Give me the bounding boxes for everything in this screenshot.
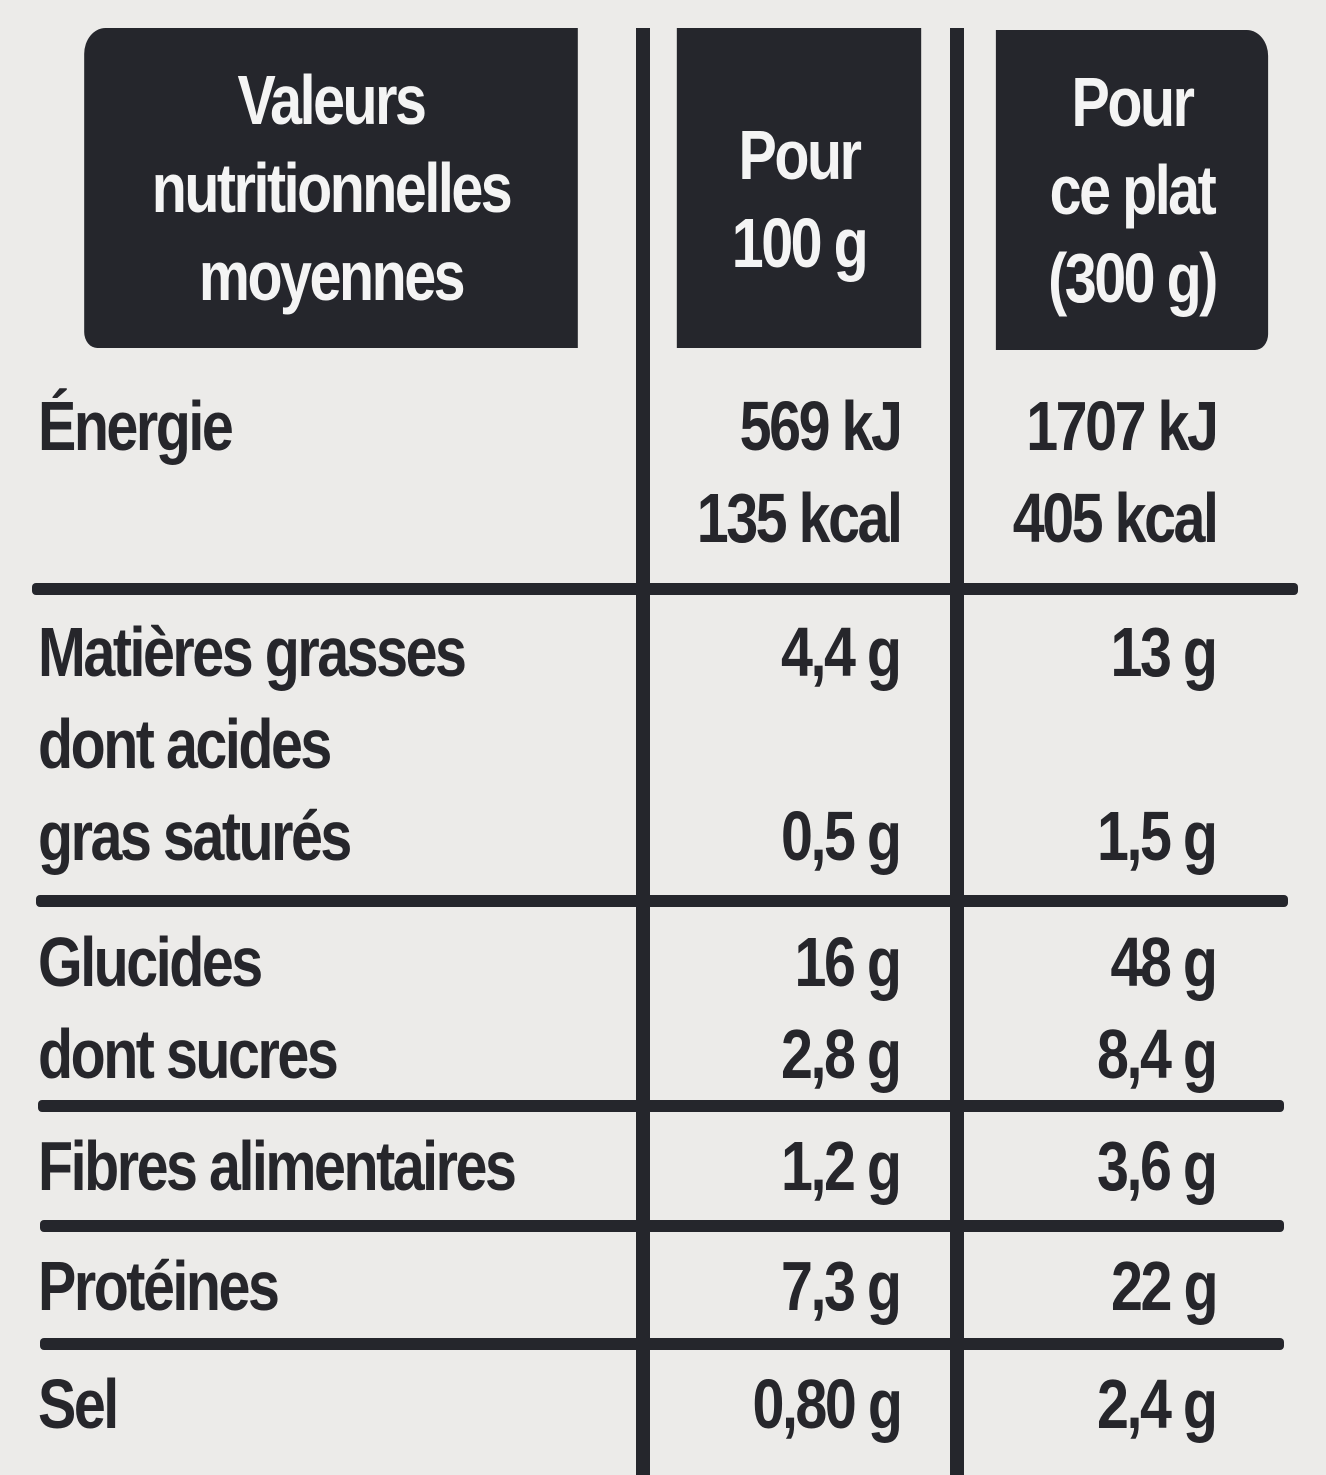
value (781, 698, 900, 790)
value-per100-energy: 569 kJ 135 kcal (696, 380, 902, 564)
value-perdish-energy: 1707 kJ 405 kcal (1012, 380, 1219, 564)
value-per100-fat: 4,4 g 0,5 g (781, 606, 902, 882)
column-divider (636, 28, 650, 1475)
row-label: dont acides (38, 705, 332, 783)
row-divider (36, 895, 1288, 907)
header-line: (300 g) (1048, 239, 1218, 317)
header-line: Pour (738, 116, 862, 194)
value (1097, 698, 1216, 790)
row-divider (40, 1338, 1284, 1350)
row-label: Matières grasses (38, 613, 467, 691)
row-label: Protéines (38, 1247, 280, 1325)
header-nutritional-values: Valeurs nutritionnelles moyennes (84, 28, 578, 348)
value-perdish-protein: 22 g (1110, 1240, 1218, 1332)
value-per100-fibre: 1,2 g (781, 1120, 902, 1212)
value: 22 g (1110, 1247, 1218, 1325)
row-label: dont sucres (38, 1015, 339, 1093)
value: 1707 kJ (1025, 387, 1219, 465)
row-label-protein: Protéines (38, 1240, 280, 1332)
value: 4,4 g (781, 613, 902, 691)
value: 16 g (794, 923, 902, 1001)
row-label-carbs: Glucides dont sucres (38, 916, 339, 1100)
row-label: gras saturés (38, 797, 352, 875)
value: 3,6 g (1097, 1127, 1218, 1205)
value: 8,4 g (1097, 1015, 1218, 1093)
value: 0,5 g (781, 797, 902, 875)
row-label: Énergie (38, 387, 234, 465)
value-perdish-fibre: 3,6 g (1097, 1120, 1218, 1212)
column-divider (950, 28, 964, 1475)
header-line: moyennes (198, 237, 466, 315)
header-line: 100 g (731, 204, 869, 282)
value-perdish-fat: 13 g 1,5 g (1097, 606, 1218, 882)
value: 2,8 g (781, 1015, 902, 1093)
row-divider (40, 1220, 1284, 1232)
row-label: Sel (38, 1365, 119, 1443)
header-per-100g: Pour 100 g (676, 28, 922, 348)
value: 7,3 g (781, 1247, 902, 1325)
row-divider (38, 1100, 1284, 1112)
header-per-dish: Pour ce plat (300 g) (995, 30, 1269, 350)
row-label-fat: Matières grasses dont acides gras saturé… (38, 606, 467, 882)
row-label-salt: Sel (38, 1358, 119, 1450)
value: 1,5 g (1097, 797, 1218, 875)
row-divider (32, 583, 1298, 595)
row-label-energy: Énergie (38, 380, 234, 472)
value: 405 kcal (1012, 479, 1218, 557)
value: 569 kJ (739, 387, 902, 465)
row-label-fibre: Fibres alimentaires (38, 1120, 517, 1212)
header-line: ce plat (1049, 151, 1217, 229)
value: 1,2 g (781, 1127, 902, 1205)
header-line: Valeurs (237, 61, 426, 139)
value-per100-carbs: 16 g 2,8 g (781, 916, 902, 1100)
value-per100-salt: 0,80 g (752, 1358, 902, 1450)
value: 2,4 g (1097, 1365, 1218, 1443)
value: 0,80 g (752, 1365, 902, 1443)
value: 13 g (1110, 613, 1218, 691)
value-perdish-carbs: 48 g 8,4 g (1097, 916, 1218, 1100)
row-label: Fibres alimentaires (38, 1127, 517, 1205)
value-per100-protein: 7,3 g (781, 1240, 902, 1332)
value-perdish-salt: 2,4 g (1097, 1358, 1218, 1450)
row-label: Glucides (38, 923, 263, 1001)
value: 48 g (1110, 923, 1218, 1001)
header-line: nutritionnelles (151, 149, 513, 227)
value: 135 kcal (696, 479, 902, 557)
header-line: Pour (1071, 63, 1195, 141)
